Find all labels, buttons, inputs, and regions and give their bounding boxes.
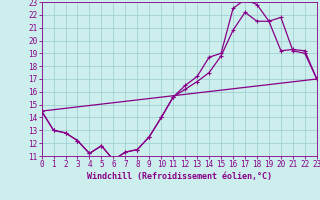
X-axis label: Windchill (Refroidissement éolien,°C): Windchill (Refroidissement éolien,°C) [87,172,272,181]
